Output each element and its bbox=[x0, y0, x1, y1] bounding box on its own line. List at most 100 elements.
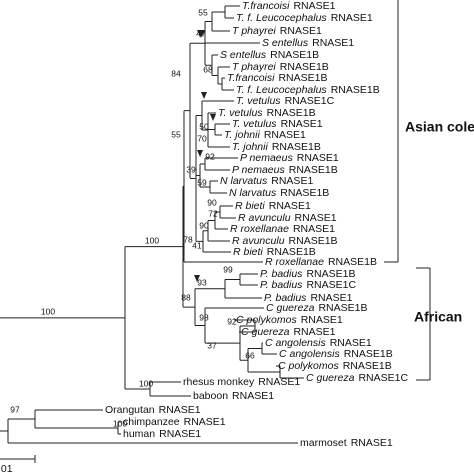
leaf-label: T. vetulus RNASE1 bbox=[232, 118, 323, 130]
leaf-label: T. vetulus RNASE1C bbox=[236, 95, 335, 107]
bootstrap-value: 97 bbox=[10, 404, 20, 414]
gene: RNASE1 bbox=[184, 416, 226, 428]
species: R avunculu bbox=[232, 235, 285, 247]
gene: RNASE1 bbox=[293, 223, 335, 235]
species: T. johnii bbox=[232, 141, 268, 153]
leaf-label: C polykomos RNASE1B bbox=[278, 360, 392, 372]
bootstrap-value: 90 bbox=[207, 197, 217, 207]
gene: RNASE1B bbox=[331, 84, 380, 96]
gene: RNASE1 bbox=[351, 437, 393, 449]
gene: RNASE1B bbox=[280, 61, 329, 73]
leaf-label: R avunculu RNASE1 bbox=[238, 212, 337, 224]
arrows bbox=[194, 30, 216, 282]
leaf-label: C polykomos RNASE1 bbox=[236, 314, 343, 326]
gene: RNASE1B bbox=[328, 256, 377, 268]
gene: RNASE1 bbox=[280, 25, 322, 37]
gene: RNASE1 bbox=[312, 37, 354, 49]
species: T.francoisi bbox=[227, 72, 275, 84]
bootstrap-value: 39 bbox=[186, 164, 196, 174]
gene: RNASE1 bbox=[310, 292, 352, 304]
gene: RNASE1B bbox=[278, 72, 327, 84]
leaf-label: T. f. Leucocephalus RNASE1B bbox=[236, 84, 380, 96]
species: T. johnii bbox=[224, 129, 260, 141]
bootstrap-value: 99 bbox=[223, 264, 233, 274]
species: R roxellanae bbox=[230, 223, 289, 235]
leaf-label: S entellus RNASE1B bbox=[220, 49, 319, 61]
species: T.francoisi bbox=[242, 0, 290, 12]
bootstrap-value: 92 bbox=[205, 151, 215, 161]
leaf-label: T phayrei RNASE1B bbox=[232, 61, 329, 73]
scale-label: .01 bbox=[0, 463, 13, 474]
species: T. vetulus bbox=[218, 107, 263, 119]
leaf-label: chimpanzee RNASE1 bbox=[123, 416, 226, 428]
clade-brackets bbox=[384, 0, 431, 381]
gene: RNASE1 bbox=[295, 212, 337, 224]
gene: RNASE1B bbox=[343, 360, 392, 372]
arrow bbox=[210, 114, 216, 121]
clade-label: Asian cole bbox=[405, 119, 474, 135]
bootstrap-value: 100 bbox=[145, 235, 159, 245]
bootstrap-value: 66 bbox=[245, 350, 255, 360]
species: P nemaeus bbox=[240, 152, 293, 164]
leaf-label: human RNASE1 bbox=[123, 428, 201, 440]
gene: RNASE1 bbox=[293, 0, 335, 12]
species: N larvatus bbox=[229, 187, 277, 199]
species: P. badius bbox=[260, 268, 303, 280]
species: N larvatus bbox=[220, 175, 268, 187]
bootstrap-value: 100 bbox=[41, 306, 55, 316]
leaf-label: P nemaeus RNASE1B bbox=[232, 164, 338, 176]
leaf-label: C guereza RNASE1C bbox=[306, 372, 408, 384]
bootstrap-value: 59 bbox=[197, 177, 207, 187]
leaf-label: T.francoisi RNASE1 bbox=[242, 0, 336, 12]
gene: RNASE1B bbox=[267, 107, 316, 119]
clade-label: African bbox=[414, 309, 462, 325]
gene: RNASE1 bbox=[331, 12, 373, 24]
bootstrap-value: 98 bbox=[199, 312, 209, 322]
bootstrap-value: 92 bbox=[227, 316, 237, 326]
species: rhesus monkey bbox=[183, 376, 255, 388]
species: C guereza bbox=[266, 302, 315, 314]
arrow bbox=[197, 150, 203, 157]
gene: RNASE1 bbox=[159, 428, 201, 440]
leaf-label: C angolensis RNASE1B bbox=[279, 348, 393, 360]
gene: RNASE1 bbox=[264, 129, 306, 141]
gene: RNASE1B bbox=[318, 302, 367, 314]
gene: RNASE1 bbox=[271, 175, 313, 187]
species: chimpanzee bbox=[123, 416, 180, 428]
bootstrap-value: 55 bbox=[198, 7, 208, 17]
bootstrap-value: 47 bbox=[196, 28, 206, 38]
bootstrap-value: 68 bbox=[203, 64, 213, 74]
leaf-label: P. badius RNASE1 bbox=[264, 292, 353, 304]
leaf-label: R avunculu RNASE1B bbox=[232, 235, 338, 247]
bootstrap-value: 55 bbox=[171, 129, 181, 139]
leaf-label: N larvatus RNASE1 bbox=[220, 175, 313, 187]
species: C guereza bbox=[241, 326, 290, 338]
leaf-label: T.francoisi RNASE1B bbox=[227, 72, 328, 84]
leaf-label: R bieti RNASE1B bbox=[233, 246, 316, 258]
bootstrap-value: 100 bbox=[139, 378, 153, 388]
gene: RNASE1B bbox=[306, 268, 355, 280]
gene: RNASE1 bbox=[293, 326, 335, 338]
gene: RNASE1 bbox=[301, 314, 343, 326]
species: baboon bbox=[193, 390, 228, 402]
leaf-label: T. johnii RNASE1 bbox=[224, 129, 306, 141]
leaf-label: R roxellanae RNASE1B bbox=[265, 256, 377, 268]
species: T phayrei bbox=[232, 61, 276, 73]
gene: RNASE1B bbox=[289, 235, 338, 247]
species: T. f. Leucocephalus bbox=[236, 12, 327, 24]
leaf-label: C guereza RNASE1 bbox=[241, 326, 336, 338]
leaf-label: T. f. Leucocephalus RNASE1 bbox=[236, 12, 373, 24]
species: T phayrei bbox=[232, 25, 276, 37]
species: T. f. Leucocephalus bbox=[236, 84, 327, 96]
leaf-label: P. badius RNASE1C bbox=[260, 279, 356, 291]
gene: RNASE1C bbox=[358, 372, 408, 384]
species: P. badius bbox=[264, 292, 307, 304]
leaf-label: C angolensis RNASE1 bbox=[265, 337, 372, 349]
bootstrap-value: 90 bbox=[199, 220, 209, 230]
leaf-label: S entellus RNASE1 bbox=[262, 37, 354, 49]
leaf-label: T. vetulus RNASE1B bbox=[218, 107, 316, 119]
leaf-label: P nemaeus RNASE1 bbox=[240, 152, 339, 164]
leaf-label: baboon RNASE1 bbox=[193, 390, 274, 402]
gene: RNASE1B bbox=[344, 348, 393, 360]
